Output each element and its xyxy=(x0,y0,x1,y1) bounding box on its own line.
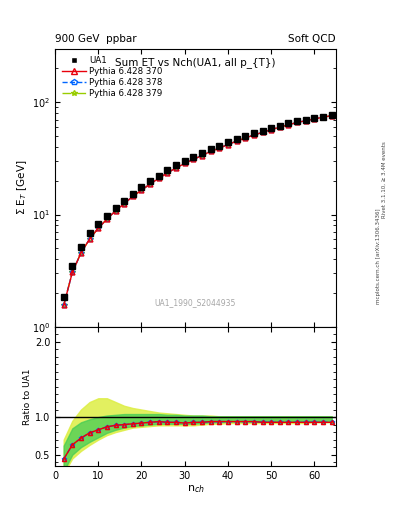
Y-axis label: Ratio to UA1: Ratio to UA1 xyxy=(23,368,32,424)
Text: mcplots.cern.ch [arXiv:1306.3436]: mcplots.cern.ch [arXiv:1306.3436] xyxy=(376,208,380,304)
Text: UA1_1990_S2044935: UA1_1990_S2044935 xyxy=(155,298,236,307)
Y-axis label: Σ E$_{T}$ [GeV]: Σ E$_{T}$ [GeV] xyxy=(15,160,29,216)
Text: Rivet 3.1.10, ≥ 3.4M events: Rivet 3.1.10, ≥ 3.4M events xyxy=(382,141,387,218)
X-axis label: n$_{ch}$: n$_{ch}$ xyxy=(187,483,204,495)
Text: Sum ET vs Nch(UA1, all p_{T}): Sum ET vs Nch(UA1, all p_{T}) xyxy=(115,57,276,68)
Legend: UA1, Pythia 6.428 370, Pythia 6.428 378, Pythia 6.428 379: UA1, Pythia 6.428 370, Pythia 6.428 378,… xyxy=(59,53,165,100)
Text: Soft QCD: Soft QCD xyxy=(288,33,336,44)
Text: 900 GeV  ppbar: 900 GeV ppbar xyxy=(55,33,137,44)
